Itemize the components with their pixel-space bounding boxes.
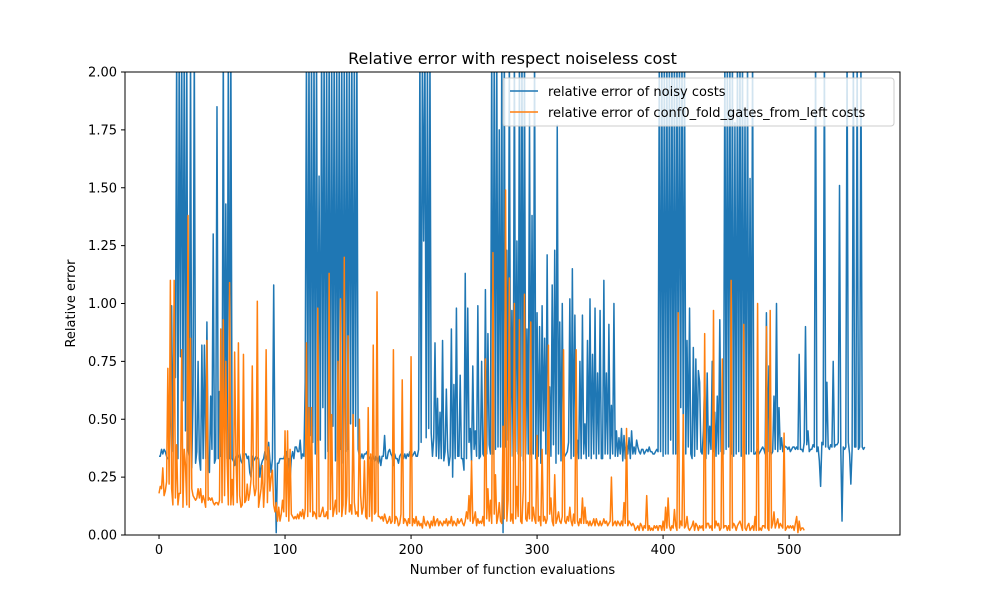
y-tick-label: 2.00 bbox=[88, 66, 117, 81]
x-axis: 0 100 200 300 400 500 bbox=[155, 535, 802, 558]
y-axis-label: Relative error bbox=[64, 259, 79, 348]
x-tick-label: 300 bbox=[525, 543, 550, 558]
chart-title: Relative error with respect noiseless co… bbox=[348, 49, 677, 68]
y-tick-label: 0.25 bbox=[88, 471, 117, 486]
legend-box bbox=[502, 77, 895, 127]
series-line-1 bbox=[158, 189, 805, 534]
legend-label-noisy: relative error of noisy costs bbox=[548, 85, 726, 100]
legend-label-folded: relative error of conf0_fold_gates_from_… bbox=[548, 106, 866, 121]
y-tick-label: 1.50 bbox=[88, 181, 117, 196]
y-axis: 0.00 0.25 0.50 0.75 1.00 1.25 1.50 1.75 2.00 bbox=[88, 66, 125, 544]
x-tick-label: 200 bbox=[399, 543, 424, 558]
y-tick-label: 1.75 bbox=[88, 123, 117, 138]
y-tick-label: 1.25 bbox=[88, 239, 117, 254]
x-tick-label: 500 bbox=[777, 543, 802, 558]
y-tick-label: 0.00 bbox=[88, 529, 117, 544]
x-axis-label: Number of function evaluations bbox=[410, 563, 616, 578]
series-layer bbox=[158, 72, 866, 534]
x-tick-label: 400 bbox=[651, 543, 676, 558]
x-tick-label: 0 bbox=[155, 543, 163, 558]
y-tick-label: 0.75 bbox=[88, 355, 117, 370]
y-tick-label: 0.50 bbox=[88, 413, 117, 428]
x-tick-label: 100 bbox=[273, 543, 298, 558]
y-tick-label: 1.00 bbox=[88, 297, 117, 312]
legend: relative error of noisy costs relative e… bbox=[502, 77, 895, 127]
